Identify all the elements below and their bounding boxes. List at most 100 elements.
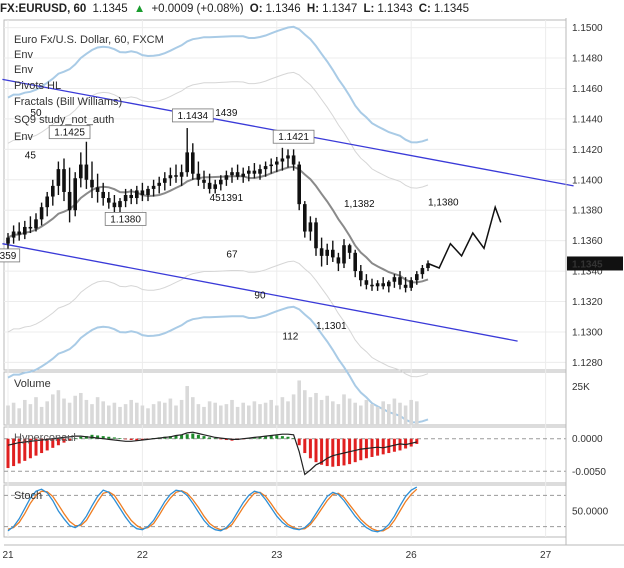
macd-histogram-bar [252, 437, 256, 439]
volume-bar [168, 398, 173, 425]
candle [11, 225, 16, 244]
volume-bar [331, 401, 335, 425]
annotation-label: 1391 [221, 193, 244, 204]
macd-histogram-bar [185, 434, 189, 439]
candle [146, 185, 150, 202]
time-tick-label: 27 [540, 550, 552, 561]
macd-histogram-bar [168, 436, 172, 439]
legend-sq9[interactable]: SQ9 study_not_auth [14, 114, 115, 126]
candle [263, 161, 268, 177]
candle-body [51, 185, 55, 197]
macd-axis-label: -0.0050 [572, 467, 606, 478]
candle-body [359, 271, 363, 281]
volume-bar [163, 402, 167, 425]
macd-histogram-bar [387, 438, 391, 454]
candle-body [219, 179, 223, 185]
macd-histogram-bar [191, 433, 195, 439]
macd-histogram-bar [56, 438, 60, 446]
candle [241, 167, 245, 183]
candle [308, 216, 313, 241]
volume-bar [342, 394, 346, 425]
candle [140, 182, 145, 202]
volume-bar [56, 390, 61, 425]
macd-histogram-bar [219, 438, 223, 440]
candle-body [62, 169, 66, 192]
volume-bar [291, 394, 296, 425]
volume-bar [174, 405, 178, 425]
volume-bar [146, 408, 150, 425]
legend-env-3[interactable]: Env [14, 131, 33, 143]
price-label-box [48, 125, 91, 140]
macd-histogram-bar [286, 436, 290, 439]
volume-bar [409, 399, 413, 425]
candle-body [319, 248, 324, 256]
projection-line [427, 204, 502, 269]
candle-body [308, 222, 313, 232]
candle-body [235, 172, 240, 177]
candle [39, 202, 44, 226]
volume-bar [191, 397, 195, 425]
volume-bar [314, 392, 318, 425]
macd-pane-label[interactable]: Hyperconaul [14, 432, 76, 444]
candle-body [56, 169, 61, 186]
stoch-pane-label[interactable]: Stoch [14, 490, 43, 502]
candle [23, 220, 27, 240]
macd-histogram-bar [79, 436, 83, 439]
candle-body [230, 172, 234, 176]
candle [370, 278, 374, 291]
volume-bar [403, 405, 408, 425]
macd-histogram-bar [213, 438, 217, 439]
candle [359, 265, 363, 287]
price-tick-label: 1.1480 [572, 54, 603, 65]
legend-series[interactable]: Euro Fx/U.S. Dollar, 60, FXCM [14, 34, 164, 46]
candle [381, 277, 385, 290]
candle-body [6, 237, 10, 244]
legend-env-1[interactable]: Env [14, 49, 33, 61]
candle-body [168, 175, 173, 179]
volume-bar [381, 401, 385, 425]
candle-body [140, 190, 145, 195]
candle [151, 179, 156, 197]
macd-histogram-bar [258, 436, 262, 439]
candle [398, 271, 402, 290]
legend-env-2[interactable]: Env [14, 64, 33, 76]
volume-bar [308, 397, 313, 425]
volume-bar [112, 402, 117, 425]
candle-body [297, 164, 301, 205]
candle-body [101, 191, 105, 199]
candle-body [163, 178, 167, 183]
macd-histogram-bar [292, 438, 296, 439]
channel-lower-line [2, 243, 518, 342]
macd-histogram-bar [73, 438, 77, 439]
volume-pane-label[interactable]: Volume [14, 378, 51, 390]
candle-body [107, 198, 111, 203]
legend-pivots[interactable]: Pivots HL [14, 80, 62, 92]
annotation-label: 45 [25, 150, 37, 161]
volume-bar [275, 405, 279, 425]
legend-fractals[interactable]: Fractals (Bill Williams) [14, 96, 123, 108]
price-label: 1.1425 [54, 128, 85, 139]
macd-histogram-bar [331, 438, 335, 467]
volume-bar [151, 404, 156, 425]
volume-bar [347, 398, 352, 425]
candle [129, 188, 133, 205]
time-tick-label: 21 [2, 550, 14, 561]
candle-body [196, 173, 201, 180]
candle [420, 265, 425, 279]
volume-bar [23, 399, 27, 425]
volume-bar [415, 401, 419, 425]
volume-bar [17, 408, 21, 425]
macd-histogram-bar [6, 438, 10, 469]
candle [51, 179, 55, 206]
candle-body [347, 245, 352, 253]
candle-body [23, 226, 27, 235]
outer-envelope-lower-line [7, 305, 429, 424]
ticker-high: 1.1347 [322, 3, 358, 15]
macd-histogram-bar [303, 438, 307, 454]
annotation-label: 1,1301 [316, 321, 347, 332]
candle [314, 217, 318, 256]
annotation-label: 1439 [215, 108, 238, 119]
price-tick-label: 1.1280 [572, 358, 603, 369]
annotation-label: 50 [30, 108, 42, 119]
